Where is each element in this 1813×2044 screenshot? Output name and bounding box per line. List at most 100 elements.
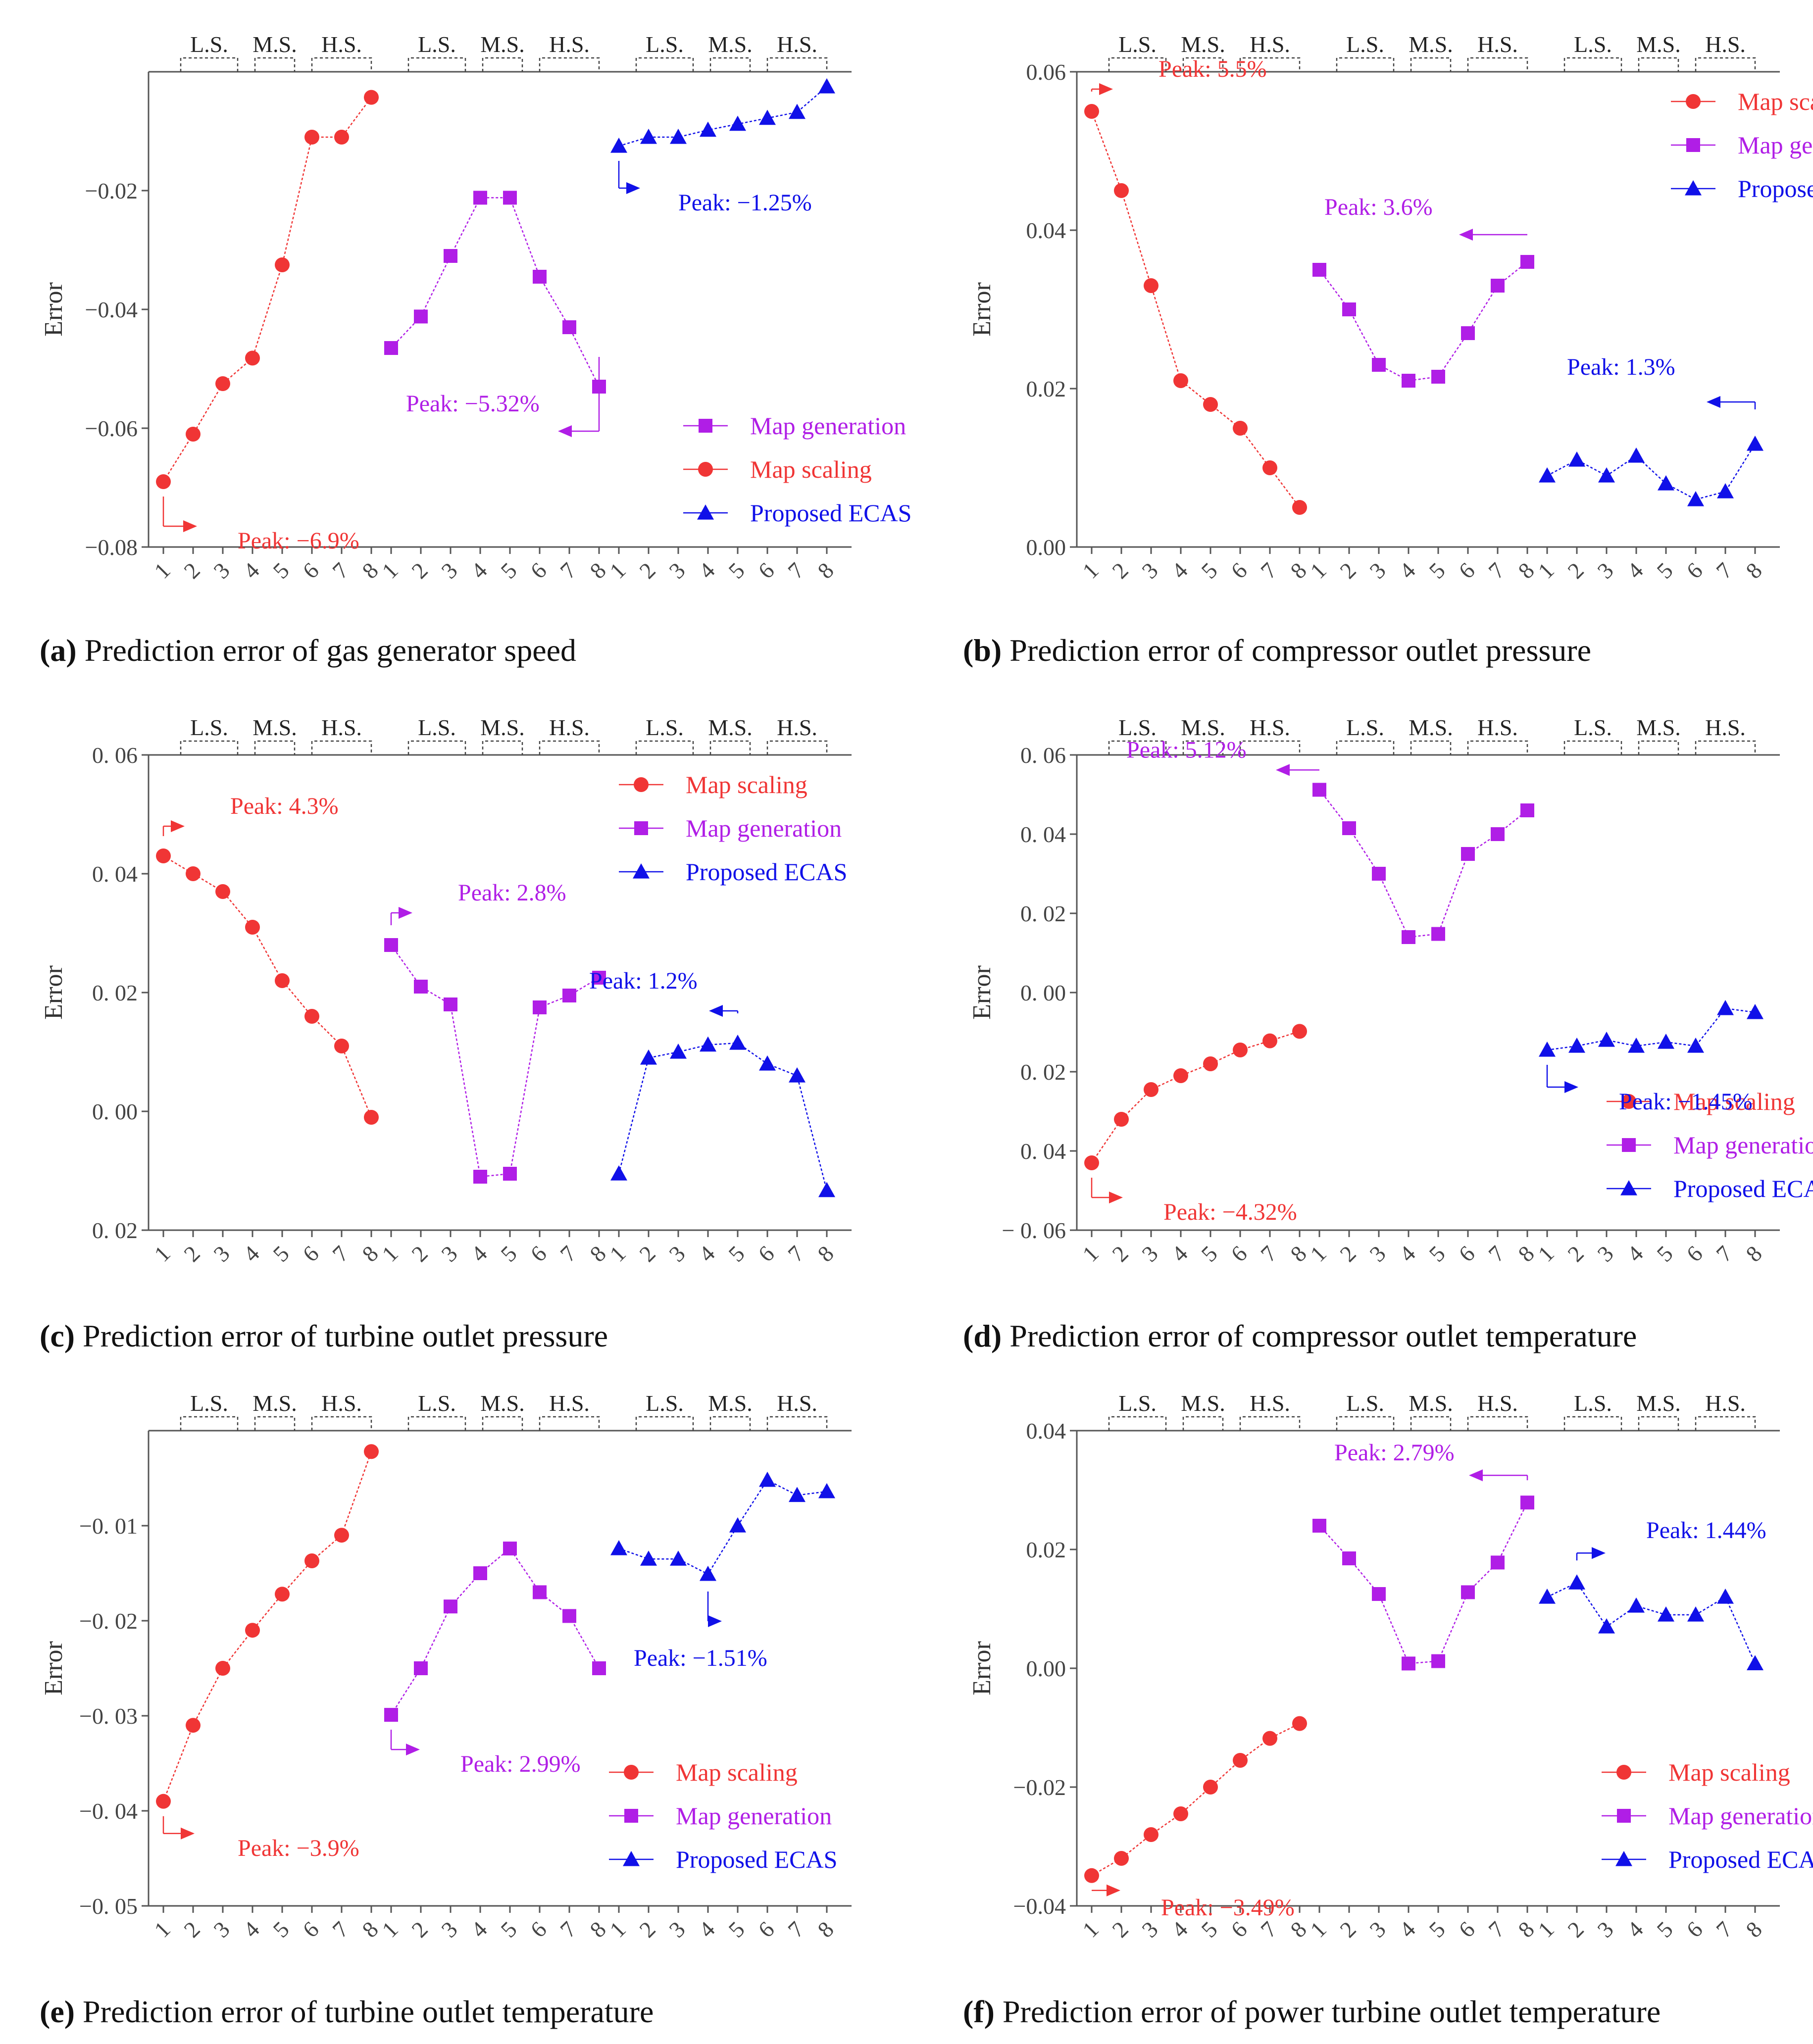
data-point-square (1312, 783, 1326, 797)
data-point-triangle (1687, 1606, 1704, 1622)
y-axis-title: Error (40, 1641, 68, 1695)
x-tick-label: 3 (208, 1916, 234, 1942)
group-bracket (766, 57, 828, 72)
x-tick-label: 5 (268, 1916, 294, 1942)
group-label: M.S. (1409, 1391, 1453, 1416)
y-tick-label: 0. 02 (1020, 1059, 1066, 1085)
x-tick-label: 3 (1137, 1241, 1162, 1266)
data-point-triangle (1658, 1034, 1674, 1049)
group-bracket (1108, 57, 1167, 72)
data-point-triangle (640, 129, 657, 144)
y-tick-label: 0. 02 (1020, 901, 1066, 926)
group-bracket (1239, 57, 1301, 72)
legend-label: Map generation (686, 814, 842, 842)
data-point-circle (304, 130, 319, 145)
data-point-circle (245, 920, 260, 935)
x-tick-label: 6 (298, 1241, 323, 1266)
x-tick-label: 2 (1107, 1241, 1133, 1266)
x-tick-label: 8 (1513, 1916, 1539, 1942)
data-point-triangle (818, 1182, 835, 1197)
data-point-square (414, 1661, 428, 1675)
x-tick-label: 6 (753, 557, 779, 583)
data-point-square (634, 821, 648, 835)
data-point-triangle (610, 1165, 627, 1181)
group-label: L.S. (190, 715, 228, 740)
series-line (391, 197, 600, 387)
group-label: L.S. (646, 1391, 684, 1416)
x-tick-label: 4 (238, 1241, 264, 1266)
data-point-circle (215, 884, 230, 899)
group-label: L.S. (1346, 1391, 1384, 1416)
x-tick-label: 5 (1652, 557, 1677, 583)
data-point-triangle (1717, 1589, 1734, 1604)
group-label: H.S. (1250, 715, 1290, 740)
y-tick-label: 0. 02 (92, 1218, 138, 1243)
data-point-triangle (670, 129, 687, 144)
peak-arrow (1099, 83, 1113, 95)
group-label: H.S. (1477, 1391, 1518, 1416)
x-tick-label: 2 (1107, 557, 1133, 583)
group-label: H.S. (549, 715, 590, 740)
x-tick-label: 6 (1681, 1916, 1707, 1942)
y-tick-label: 0. 00 (92, 1099, 138, 1124)
peak-arrow (1564, 1081, 1578, 1093)
y-tick-label: 0.00 (1026, 535, 1066, 560)
x-tick-label: 7 (783, 557, 808, 583)
peak-annotation: Peak: −1.51% (634, 1591, 767, 1671)
x-tick-label: 7 (1711, 1241, 1737, 1266)
data-point-circle (186, 427, 201, 442)
group-label: H.S. (777, 715, 817, 740)
legend: Map scaling Map generation Proposed ECAS (609, 1758, 837, 1873)
x-tick-label: 1 (1077, 1916, 1103, 1942)
group-label: L.S. (1346, 715, 1384, 740)
data-point-square (533, 1000, 547, 1014)
data-point-circle (334, 1528, 349, 1543)
group-label: L.S. (190, 32, 228, 57)
series-line (618, 1479, 827, 1575)
peak-arrow (183, 520, 197, 532)
y-tick-label: 0. 04 (92, 861, 138, 887)
legend-label: Map scaling (676, 1758, 798, 1786)
x-tick-label: 3 (208, 557, 234, 583)
series-line (162, 1451, 372, 1802)
x-tick-label: 4 (1394, 557, 1420, 583)
y-tick-label: 0.06 (1026, 59, 1066, 85)
x-tick-label: 7 (783, 1241, 808, 1266)
group-bracket (766, 740, 828, 755)
data-point-circle (698, 462, 713, 477)
x-tick-label: 8 (1285, 557, 1311, 583)
x-tick-label: 3 (436, 1916, 462, 1942)
data-point-square (1312, 263, 1326, 277)
data-point-circle (1621, 1094, 1636, 1109)
peak-label: Peak: −5.32% (406, 391, 540, 417)
x-tick-label: 5 (268, 1241, 294, 1266)
data-point-square (1431, 927, 1445, 941)
y-tick-label: −0.04 (1013, 1894, 1066, 1919)
x-tick-label: 7 (1483, 1916, 1509, 1942)
legend: Map generation Map scaling Proposed ECAS (683, 412, 911, 527)
legend-label: Proposed ECAS (1738, 175, 1813, 202)
group-bracket (1695, 1416, 1756, 1431)
x-tick-label: 6 (298, 1916, 323, 1942)
data-point-circle (364, 1444, 379, 1459)
group-bracket (1410, 740, 1452, 755)
group-bracket (1336, 740, 1395, 755)
data-point-square (1520, 255, 1534, 269)
group-label: M.S. (708, 715, 752, 740)
data-point-triangle (818, 78, 835, 94)
series-map-generation (1312, 1496, 1534, 1671)
group-bracket (1182, 740, 1224, 755)
group-bracket (1563, 740, 1622, 755)
group-label: L.S. (1574, 1391, 1612, 1416)
legend-label: Proposed ECAS (1673, 1175, 1813, 1202)
x-tick-label: 7 (1711, 1916, 1737, 1942)
x-tick-label: 3 (436, 1241, 462, 1266)
group-bracket (482, 1416, 523, 1431)
group-bracket (482, 57, 523, 72)
group-bracket (539, 57, 600, 72)
x-tick-label: 6 (525, 1916, 551, 1942)
data-point-square (444, 1599, 457, 1614)
data-point-triangle (729, 1035, 746, 1050)
x-tick-label: 8 (357, 557, 383, 583)
group-bracket (1563, 57, 1622, 72)
